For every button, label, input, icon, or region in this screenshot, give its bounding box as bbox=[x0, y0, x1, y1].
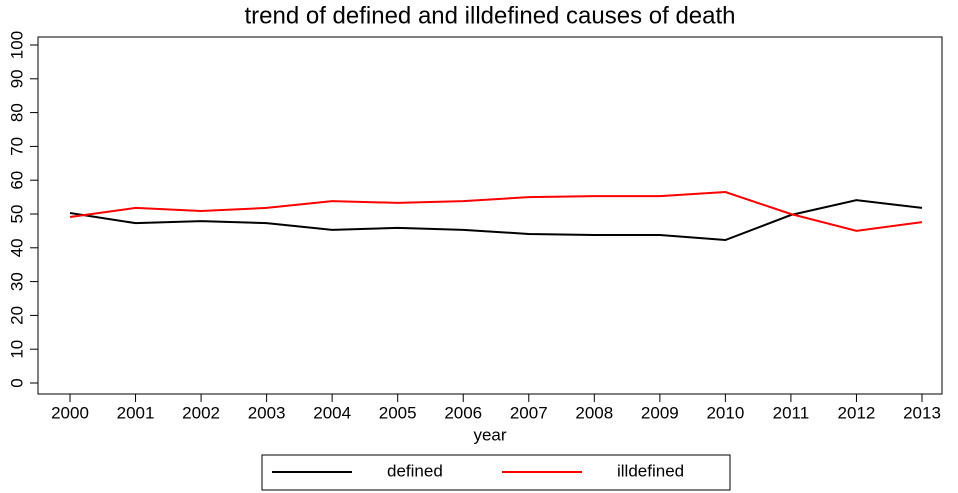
y-tick-label: 60 bbox=[7, 171, 26, 190]
y-tick-label: 70 bbox=[7, 137, 26, 156]
y-tick-label: 30 bbox=[7, 272, 26, 291]
y-tick-label: 40 bbox=[7, 238, 26, 257]
legend-box bbox=[261, 454, 731, 491]
legend-label: illdefined bbox=[617, 461, 684, 480]
x-tick-label: 2010 bbox=[706, 403, 744, 422]
x-tick-label: 2005 bbox=[379, 403, 417, 422]
y-tick-label: 0 bbox=[7, 378, 26, 387]
x-tick-label: 2008 bbox=[575, 403, 613, 422]
y-tick-label: 50 bbox=[7, 205, 26, 224]
x-tick-label: 2002 bbox=[182, 403, 220, 422]
x-tick-label: 2006 bbox=[444, 403, 482, 422]
legend-label: defined bbox=[387, 461, 443, 480]
x-tick-label: 2000 bbox=[51, 403, 89, 422]
y-tick-label: 90 bbox=[7, 69, 26, 88]
plot-frame bbox=[37, 36, 943, 395]
y-tick-label: 20 bbox=[7, 306, 26, 325]
chart-title: trend of defined and illdefined causes o… bbox=[244, 2, 735, 29]
x-tick-label: 2004 bbox=[313, 403, 351, 422]
y-tick-label: 100 bbox=[7, 31, 26, 59]
y-tick-label: 80 bbox=[7, 103, 26, 122]
series-line bbox=[69, 199, 923, 242]
x-axis-label: year bbox=[473, 425, 506, 444]
x-tick-label: 2013 bbox=[903, 403, 941, 422]
x-tick-label: 2003 bbox=[248, 403, 286, 422]
x-tick-label: 2007 bbox=[510, 403, 548, 422]
x-tick-label: 2011 bbox=[773, 403, 810, 422]
y-tick-label: 10 bbox=[7, 340, 26, 359]
series-line bbox=[69, 191, 923, 232]
x-tick-label: 2009 bbox=[641, 403, 679, 422]
x-tick-label: 2012 bbox=[838, 403, 876, 422]
x-tick-label: 2001 bbox=[117, 403, 155, 422]
